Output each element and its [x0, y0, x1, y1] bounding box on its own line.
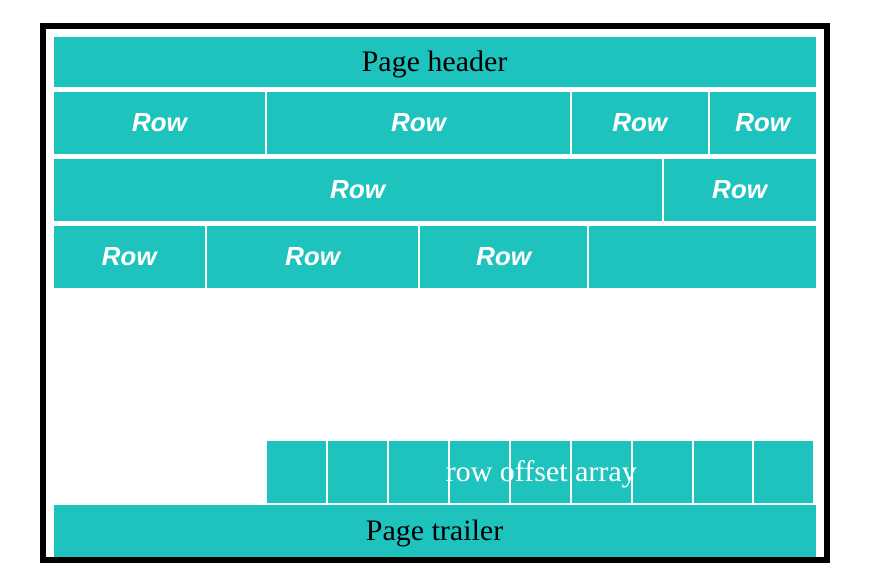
row-label: Row	[612, 107, 667, 138]
offset-slot	[754, 441, 813, 503]
row-label: Row	[476, 241, 531, 272]
page-header: Page header	[54, 37, 816, 87]
row-cell: Row	[54, 226, 205, 288]
row-offset-array: row offset array	[54, 441, 816, 503]
offset-slot	[694, 441, 753, 503]
offset-left-pad	[54, 441, 267, 503]
row-line-3: Row Row Row	[54, 226, 816, 288]
page-trailer: Page trailer	[54, 505, 816, 557]
row-line-2: Row Row	[54, 159, 816, 221]
row-cell: Row	[710, 92, 816, 154]
row-label: Row	[102, 241, 157, 272]
row-label: Row	[712, 174, 767, 205]
offset-slot	[267, 441, 326, 503]
row-cell: Row	[54, 159, 662, 221]
offset-track: row offset array	[267, 441, 816, 503]
offset-slot	[389, 441, 448, 503]
row-cell: Row	[664, 159, 816, 221]
free-space	[54, 293, 816, 441]
offset-slot	[633, 441, 692, 503]
row-cell: Row	[54, 92, 266, 154]
row-cell: Row	[207, 226, 419, 288]
offset-slot	[328, 441, 387, 503]
page-frame: Page header Row Row Row Row Row Row Row …	[40, 23, 830, 563]
page-trailer-line: Page trailer	[54, 505, 816, 557]
row-cell: Row	[267, 92, 569, 154]
offset-slot	[572, 441, 631, 503]
page-header-label: Page header	[362, 45, 508, 79]
offset-slot	[511, 441, 570, 503]
page-trailer-label: Page trailer	[366, 514, 503, 548]
row-label: Row	[330, 174, 385, 205]
row-label: Row	[735, 107, 790, 138]
row-cell: Row	[572, 92, 708, 154]
row-label: Row	[132, 107, 187, 138]
row-cell: Row	[420, 226, 586, 288]
offset-slot	[450, 441, 509, 503]
row-cell-empty	[589, 226, 816, 288]
row-label: Row	[285, 241, 340, 272]
row-line-1: Row Row Row Row	[54, 92, 816, 154]
row-label: Row	[391, 107, 446, 138]
